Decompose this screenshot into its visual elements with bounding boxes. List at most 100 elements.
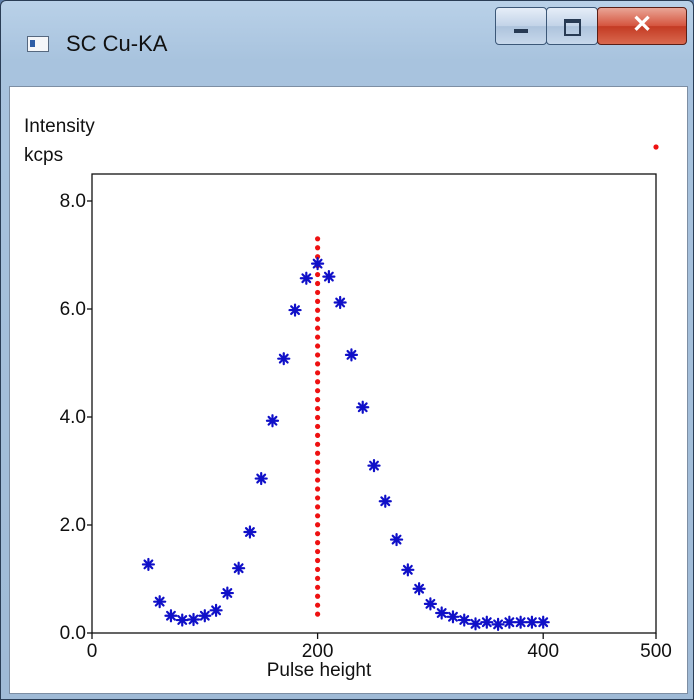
data-point [378, 494, 392, 508]
data-point [164, 609, 178, 623]
close-icon: ✕ [631, 11, 653, 38]
data-point [367, 459, 381, 473]
data-point [491, 617, 505, 631]
peak-marker-dot [315, 540, 321, 546]
data-point [175, 613, 189, 627]
plot-frame [91, 173, 657, 634]
data-point [141, 557, 155, 572]
peak-marker-dot [315, 370, 321, 376]
data-point [153, 595, 167, 609]
peak-marker-dot [315, 379, 321, 385]
peak-marker-dot [315, 414, 321, 421]
peak-marker-dot [315, 298, 321, 304]
peak-marker-dot [315, 575, 321, 581]
peak-marker-dot [315, 441, 321, 447]
data-point [412, 582, 426, 596]
data-point [423, 597, 437, 611]
peak-marker-dot [315, 280, 321, 287]
peak-marker-dot [315, 495, 321, 501]
minimize-icon [514, 29, 528, 33]
data-point [198, 609, 212, 623]
data-point [502, 615, 516, 629]
y-tick-label: 2.0 [60, 515, 86, 536]
data-point [457, 613, 471, 627]
extra-red-point [653, 144, 659, 150]
x-tick-label: 200 [302, 641, 334, 662]
data-point [265, 414, 280, 428]
peak-marker-dot [315, 432, 321, 438]
app-window-icon[interactable] [27, 36, 49, 52]
data-point [344, 348, 359, 362]
maximize-button[interactable] [546, 7, 598, 45]
peak-marker-dot [315, 477, 321, 483]
data-point [536, 615, 550, 629]
minimize-button[interactable] [495, 7, 547, 45]
data-point [299, 271, 313, 285]
peak-marker-dot [315, 522, 321, 528]
data-point [220, 586, 234, 600]
data-point [480, 615, 494, 629]
peak-marker-dot [315, 325, 321, 331]
data-point [311, 257, 325, 271]
peak-marker-dot [315, 459, 321, 465]
peak-marker-dot [315, 486, 321, 492]
peak-marker-dot [315, 388, 321, 394]
y-tick-label: 6.0 [60, 299, 86, 320]
peak-marker-dot [315, 423, 321, 430]
peak-marker-dot [315, 548, 321, 555]
close-button[interactable]: ✕ [597, 7, 687, 45]
data-point [288, 303, 302, 317]
data-point [322, 270, 336, 284]
data-point [209, 603, 223, 617]
peak-marker-dot [315, 602, 321, 608]
title-bar[interactable]: SC Cu-KA ✕ [1, 1, 693, 85]
data-point [232, 561, 246, 575]
data-point [186, 612, 201, 627]
peak-marker-dot [315, 611, 321, 617]
peak-marker-dot [315, 343, 321, 349]
peak-marker-dot [315, 307, 321, 313]
y-tick-label: 0.0 [60, 623, 86, 644]
peak-marker-dot [315, 593, 321, 599]
peak-marker-dot [315, 352, 321, 358]
x-axis-title: Pulse height [267, 660, 372, 681]
peak-marker-dot [315, 236, 321, 242]
data-point [468, 617, 483, 631]
maximize-icon [564, 19, 581, 36]
data-point [254, 471, 268, 486]
y-axis-title: Intensity [24, 116, 95, 137]
data-point [356, 400, 370, 414]
peak-marker-dot [315, 513, 321, 519]
peak-marker-dot [315, 531, 321, 537]
peak-marker-dot [315, 405, 321, 412]
data-point [243, 525, 257, 539]
peak-marker-dot [315, 334, 321, 340]
peak-marker-dot [315, 271, 321, 278]
peak-marker-dot [315, 316, 321, 322]
peak-marker-dot [315, 289, 321, 296]
y-tick-label: 8.0 [60, 191, 86, 212]
chart-area: Intensity kcps Pulse height 0.0 2.0 4.0 6.0… [9, 86, 688, 694]
y-tick-label: 4.0 [60, 407, 86, 428]
data-point [333, 295, 347, 310]
peak-marker-dot [315, 584, 321, 590]
data-point [389, 532, 404, 547]
pulse-height-chart: Intensity kcps Pulse height 0.0 2.0 4.0 6.0… [24, 116, 672, 681]
data-point [446, 610, 460, 624]
data-point [401, 563, 415, 577]
peak-marker-dot [315, 245, 321, 251]
peak-marker-dot [315, 504, 321, 510]
peak-marker-dot [315, 397, 321, 403]
peak-marker-dot [315, 557, 321, 564]
data-point [525, 615, 539, 629]
peak-marker-dot [315, 254, 321, 260]
x-tick-label: 0 [87, 641, 98, 662]
x-tick-label: 400 [527, 641, 559, 662]
window-title: SC Cu-KA [66, 31, 168, 56]
data-point [277, 352, 291, 366]
peak-marker-dot [315, 566, 321, 573]
data-point [514, 615, 528, 629]
data-point [435, 606, 449, 620]
y-axis-unit: kcps [24, 145, 63, 166]
